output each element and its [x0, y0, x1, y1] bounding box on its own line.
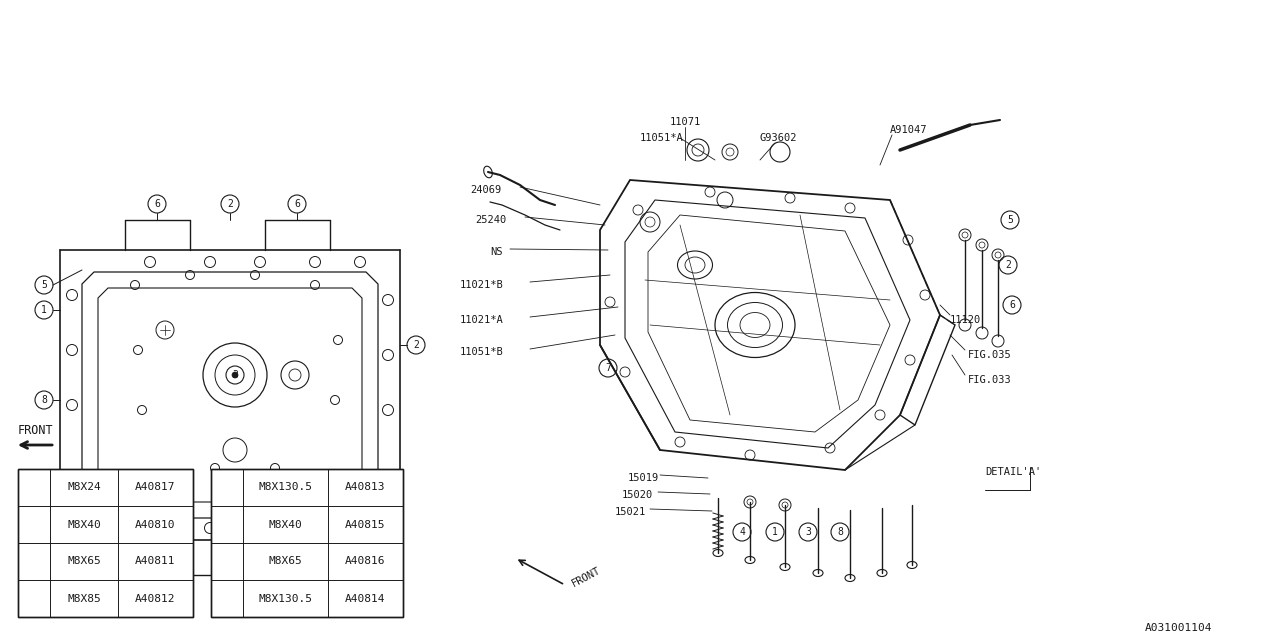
Text: 8: 8 — [41, 395, 47, 405]
Text: 7: 7 — [605, 363, 611, 373]
Text: M8X24: M8X24 — [67, 483, 101, 493]
Text: 15021: 15021 — [614, 507, 646, 517]
Text: 5: 5 — [224, 483, 230, 493]
Text: 11051*B: 11051*B — [460, 347, 504, 357]
Text: 2: 2 — [347, 555, 353, 565]
Text: 7: 7 — [224, 557, 230, 566]
Text: 4: 4 — [41, 475, 47, 485]
Text: DETAIL'A': DETAIL'A' — [986, 467, 1041, 477]
Text: 3: 3 — [232, 370, 238, 380]
Text: 3: 3 — [31, 557, 37, 566]
Text: 8: 8 — [837, 527, 844, 537]
Text: NS: NS — [490, 247, 503, 257]
Text: A40815: A40815 — [346, 520, 385, 529]
Text: 1: 1 — [41, 305, 47, 315]
Text: M8X85: M8X85 — [67, 593, 101, 604]
Text: 2: 2 — [413, 340, 419, 350]
Text: 6: 6 — [154, 199, 160, 209]
Text: 15019: 15019 — [628, 473, 659, 483]
Text: 2: 2 — [1005, 260, 1011, 270]
Text: M8X40: M8X40 — [67, 520, 101, 529]
Text: A40811: A40811 — [136, 557, 175, 566]
Text: M8X130.5: M8X130.5 — [259, 483, 312, 493]
Text: A40817: A40817 — [136, 483, 175, 493]
Text: FIG.035: FIG.035 — [968, 350, 1011, 360]
Text: 6: 6 — [294, 199, 300, 209]
Text: 11021*B: 11021*B — [460, 280, 504, 290]
Text: A40813: A40813 — [346, 483, 385, 493]
Text: 6: 6 — [1009, 300, 1015, 310]
Text: A40816: A40816 — [346, 557, 385, 566]
Text: A40814: A40814 — [346, 593, 385, 604]
Text: A40810: A40810 — [136, 520, 175, 529]
Bar — [18, 469, 193, 617]
Bar — [211, 469, 403, 617]
Bar — [211, 469, 403, 617]
Text: 8: 8 — [224, 593, 230, 604]
Text: 11051*A: 11051*A — [640, 133, 684, 143]
Text: 1: 1 — [772, 527, 778, 537]
Text: 4: 4 — [739, 527, 745, 537]
Text: 7: 7 — [82, 555, 88, 565]
Text: FIG.033: FIG.033 — [968, 375, 1011, 385]
Text: G93602: G93602 — [760, 133, 797, 143]
Text: 5: 5 — [1007, 215, 1012, 225]
Text: M8X65: M8X65 — [269, 557, 302, 566]
Text: 11021*A: 11021*A — [460, 315, 504, 325]
Text: 2: 2 — [31, 520, 37, 529]
Text: M8X40: M8X40 — [269, 520, 302, 529]
Text: 1: 1 — [31, 483, 37, 493]
Text: 4: 4 — [31, 593, 37, 604]
Text: A40812: A40812 — [136, 593, 175, 604]
Text: 11071: 11071 — [669, 117, 700, 127]
Circle shape — [232, 372, 238, 378]
Text: 6: 6 — [227, 555, 233, 565]
Text: A031001104: A031001104 — [1146, 623, 1212, 633]
Text: 11120: 11120 — [950, 315, 982, 325]
Bar — [18, 469, 193, 617]
Text: A91047: A91047 — [890, 125, 928, 135]
Text: 6: 6 — [224, 520, 230, 529]
Text: <DETAIL'A'>: <DETAIL'A'> — [233, 590, 307, 600]
Text: 24069: 24069 — [470, 185, 502, 195]
Text: M8X65: M8X65 — [67, 557, 101, 566]
Text: FRONT: FRONT — [570, 565, 603, 589]
Text: 15020: 15020 — [622, 490, 653, 500]
Text: 25240: 25240 — [475, 215, 507, 225]
Text: M8X130.5: M8X130.5 — [259, 593, 312, 604]
Text: 5: 5 — [41, 280, 47, 290]
Text: FRONT: FRONT — [18, 424, 54, 438]
Text: 2: 2 — [227, 199, 233, 209]
Text: 3: 3 — [805, 527, 812, 537]
